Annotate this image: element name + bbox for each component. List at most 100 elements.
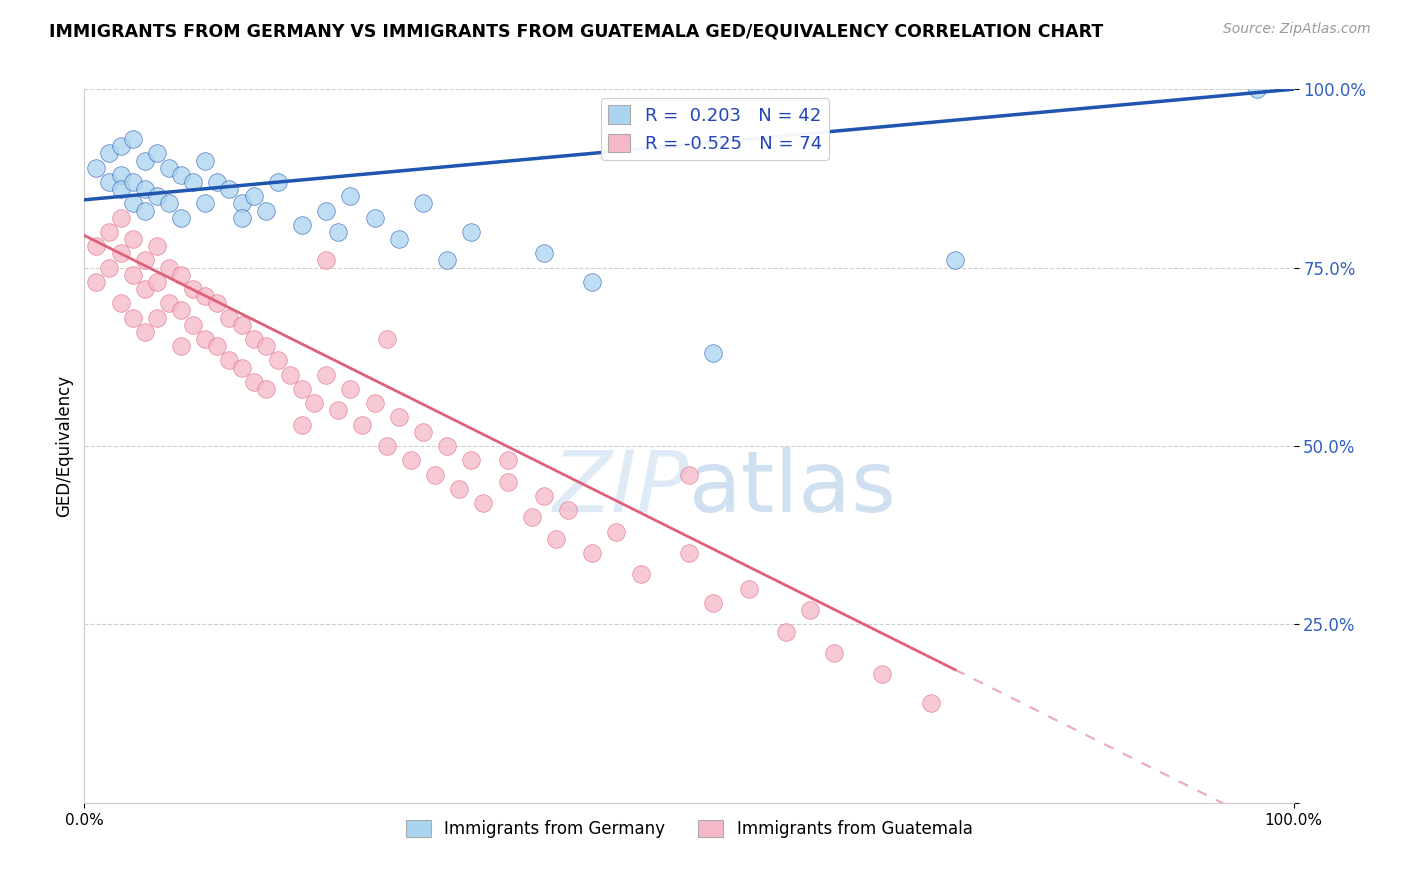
Point <box>121 196 143 211</box>
Text: IMMIGRANTS FROM GERMANY VS IMMIGRANTS FROM GUATEMALA GED/EQUIVALENCY CORRELATION: IMMIGRANTS FROM GERMANY VS IMMIGRANTS FR… <box>49 22 1104 40</box>
Point <box>97 225 120 239</box>
Point <box>254 203 277 218</box>
Point <box>146 146 169 161</box>
Point <box>254 339 277 353</box>
Point <box>134 325 156 339</box>
Point <box>207 296 229 310</box>
Point <box>581 275 603 289</box>
Point <box>110 168 132 182</box>
Point <box>110 296 132 310</box>
Point <box>352 417 374 432</box>
Point <box>738 582 761 596</box>
Point <box>146 239 169 253</box>
Point <box>170 339 193 353</box>
Point <box>702 346 724 360</box>
Point <box>533 489 555 503</box>
Point <box>86 239 108 253</box>
Point <box>375 439 398 453</box>
Point <box>267 353 290 368</box>
Point <box>194 289 217 303</box>
Point <box>231 196 253 211</box>
Point <box>436 253 458 268</box>
Point <box>315 368 337 382</box>
Point <box>678 546 700 560</box>
Point <box>363 396 385 410</box>
Point <box>194 196 217 211</box>
Point <box>520 510 543 524</box>
Point <box>170 303 193 318</box>
Point <box>533 246 555 260</box>
Point <box>97 146 120 161</box>
Point <box>86 161 108 175</box>
Point <box>218 310 240 325</box>
Point <box>157 296 180 310</box>
Point <box>121 310 143 325</box>
Point <box>544 532 567 546</box>
Point <box>423 467 446 482</box>
Point <box>872 667 894 681</box>
Point <box>170 211 193 225</box>
Point <box>110 182 132 196</box>
Point <box>460 453 482 467</box>
Point <box>302 396 325 410</box>
Point <box>218 353 240 368</box>
Point <box>170 268 193 282</box>
Point <box>315 203 337 218</box>
Point <box>388 232 411 246</box>
Point <box>412 196 434 211</box>
Point <box>146 275 169 289</box>
Point <box>412 425 434 439</box>
Text: Source: ZipAtlas.com: Source: ZipAtlas.com <box>1223 22 1371 37</box>
Point <box>181 175 204 189</box>
Point <box>157 196 180 211</box>
Point <box>218 182 240 196</box>
Point <box>388 410 411 425</box>
Point <box>146 189 169 203</box>
Point <box>799 603 821 617</box>
Point <box>157 161 180 175</box>
Point <box>157 260 180 275</box>
Point <box>231 211 253 225</box>
Point <box>181 282 204 296</box>
Point <box>110 246 132 260</box>
Point <box>920 696 942 710</box>
Point <box>823 646 845 660</box>
Point <box>134 282 156 296</box>
Point <box>291 382 314 396</box>
Point <box>121 232 143 246</box>
Y-axis label: GED/Equivalency: GED/Equivalency <box>55 375 73 517</box>
Point <box>207 175 229 189</box>
Point <box>207 339 229 353</box>
Point <box>231 318 253 332</box>
Point <box>1246 82 1268 96</box>
Point <box>328 225 350 239</box>
Point <box>605 524 627 539</box>
Point <box>242 375 264 389</box>
Point <box>121 132 143 146</box>
Point <box>581 546 603 560</box>
Point <box>449 482 471 496</box>
Point <box>97 260 120 275</box>
Point <box>267 175 290 189</box>
Point <box>194 153 217 168</box>
Legend: Immigrants from Germany, Immigrants from Guatemala: Immigrants from Germany, Immigrants from… <box>399 813 979 845</box>
Point <box>121 175 143 189</box>
Point <box>86 275 108 289</box>
Text: atlas: atlas <box>689 447 897 531</box>
Point <box>339 189 361 203</box>
Point <box>315 253 337 268</box>
Point <box>170 168 193 182</box>
Point <box>121 268 143 282</box>
Point <box>702 596 724 610</box>
Point <box>254 382 277 396</box>
Point <box>460 225 482 239</box>
Point <box>496 475 519 489</box>
Point <box>134 253 156 268</box>
Point <box>242 332 264 346</box>
Point <box>134 182 156 196</box>
Point <box>328 403 350 417</box>
Point <box>678 467 700 482</box>
Point <box>291 417 314 432</box>
Point <box>472 496 495 510</box>
Point <box>194 332 217 346</box>
